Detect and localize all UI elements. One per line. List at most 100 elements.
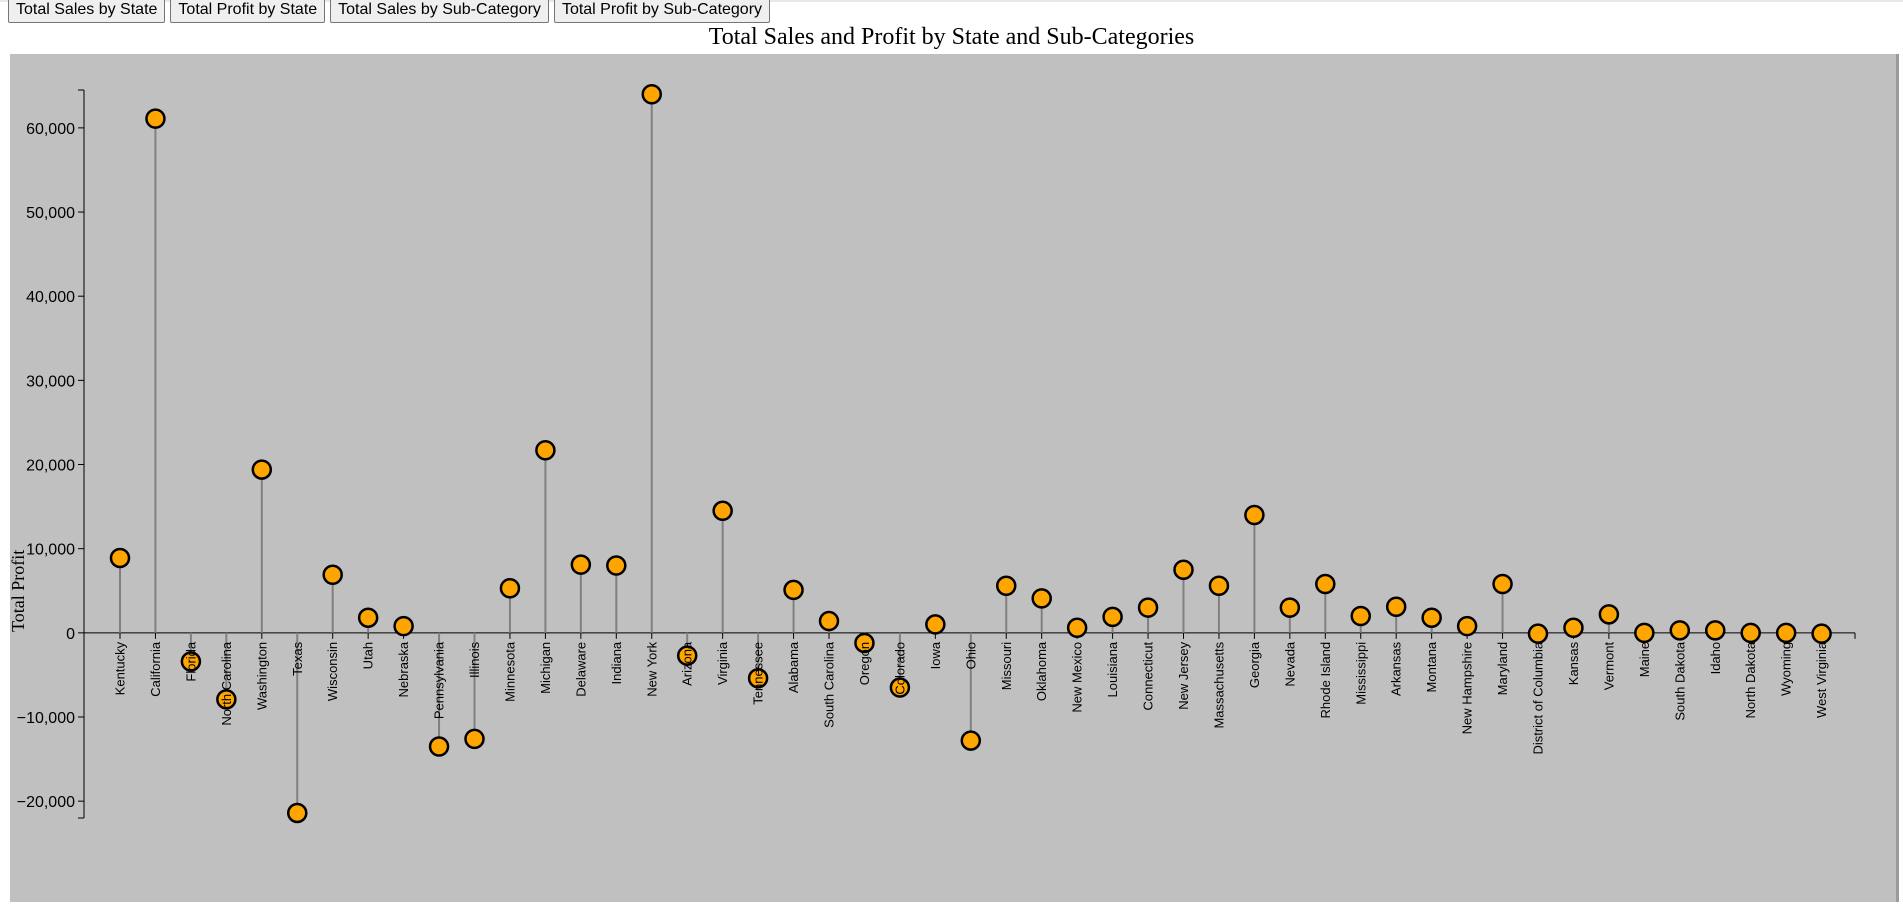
x-category-label: Tennessee [751, 642, 766, 705]
y-tick-label: 0 [66, 626, 75, 643]
x-category-label: Nevada [1282, 641, 1297, 687]
data-point [180, 651, 202, 672]
data-point [960, 730, 982, 751]
total-sales-by-sub-category-button[interactable]: Total Sales by Sub-Category [330, 0, 549, 23]
data-point [357, 607, 379, 628]
y-tick-label: 60,000 [26, 121, 75, 138]
x-category-label: Utah [361, 642, 376, 669]
y-axis-title: Total Profit [8, 550, 28, 632]
data-point [641, 83, 662, 105]
x-category-label: Pennsylvania [432, 641, 447, 719]
data-point [1350, 605, 1371, 627]
window-top-border [0, 0, 1903, 2]
data-point [322, 564, 343, 586]
data-point [535, 439, 556, 461]
x-category-label: District of Columbia [1531, 641, 1546, 754]
data-point [925, 614, 946, 635]
data-point [1031, 588, 1052, 609]
x-category-label: Virginia [715, 641, 730, 685]
x-category-label: Georgia [1247, 641, 1262, 688]
data-point [1066, 617, 1088, 639]
x-category-label: Idaho [1708, 642, 1723, 675]
data-point [1492, 573, 1513, 595]
x-category-label: Arkansas [1389, 641, 1404, 696]
x-category-label: Mississippi [1353, 642, 1368, 705]
x-category-label: Minnesota [502, 641, 517, 702]
x-category-label: Wyoming [1779, 642, 1794, 696]
x-category-label: Ohio [963, 642, 978, 669]
data-point [1421, 607, 1442, 628]
scroll-edge [1896, 54, 1899, 902]
y-axis: −20,000 −10,000 0 10,000 20,000 30,000 40,000 5… [17, 89, 85, 819]
data-point [1634, 622, 1655, 644]
x-category-label: Rhode Island [1318, 642, 1333, 719]
y-tick-label: −10,000 [17, 710, 75, 727]
x-category-label: Washington [254, 642, 269, 710]
x-category-label: South Dakota [1672, 641, 1687, 721]
data-point [1811, 623, 1832, 644]
x-category-label: California [148, 641, 163, 697]
data-point [109, 547, 131, 569]
x-category-label: South Carolina [822, 641, 837, 728]
chart-title: Total Sales and Profit by State and Sub-… [708, 24, 1195, 50]
data-point [1456, 615, 1478, 637]
data-point [393, 615, 414, 637]
x-category-label: Michigan [538, 642, 553, 694]
data-point [1102, 606, 1123, 628]
x-category-label: Maine [1637, 642, 1652, 677]
x-category-label: Connecticut [1141, 641, 1156, 710]
y-tick-label: 30,000 [26, 373, 75, 390]
data-point [1208, 575, 1230, 596]
data-point [606, 555, 627, 576]
data-point [854, 632, 875, 654]
stems [119, 94, 1823, 813]
data-point [712, 500, 733, 522]
data-point [1705, 620, 1726, 641]
x-category-label: Maryland [1495, 642, 1510, 695]
data-point [428, 736, 450, 757]
data-point [287, 802, 308, 824]
x-category-label: Louisiana [1105, 641, 1120, 697]
x-category-label: Alabama [786, 641, 801, 693]
data-point [1315, 573, 1336, 595]
y-tick-label: 40,000 [26, 289, 75, 306]
data-point [1740, 622, 1761, 644]
data-point [1385, 596, 1407, 618]
x-category-label: Colorado [892, 642, 907, 695]
x-category-label: Montana [1424, 641, 1439, 692]
data-point [747, 668, 769, 689]
x-category-label: Florida [183, 641, 198, 682]
data-point [1598, 604, 1620, 625]
points [109, 83, 1832, 824]
x-category-label: North Carolina [219, 641, 234, 726]
total-profit-by-sub-category-button[interactable]: Total Profit by Sub-Category [553, 0, 771, 23]
data-point [1563, 617, 1584, 639]
x-category-label: Massachusetts [1211, 641, 1226, 728]
x-category-label: North Dakota [1743, 641, 1758, 718]
x-category-label: Texas [290, 641, 305, 675]
data-point [1173, 559, 1194, 580]
x-category-label: Oregon [857, 642, 872, 685]
x-category-label: Illinois [467, 641, 482, 678]
data-point [145, 108, 166, 129]
x-category-label: New Hampshire [1460, 642, 1475, 734]
total-sales-by-state-button[interactable]: Total Sales by State [8, 0, 166, 23]
x-category-label: New Mexico [1070, 642, 1085, 713]
x-category-label: Missouri [999, 642, 1014, 691]
x-category-label: Wisconsin [325, 642, 340, 701]
category-labels: Kentucky California Florida North Carolina W… [113, 641, 1830, 754]
data-point [1244, 504, 1265, 526]
data-point [818, 610, 840, 632]
data-point [1279, 597, 1301, 618]
total-profit-by-state-button[interactable]: Total Profit by State [170, 0, 326, 23]
x-category-label: Indiana [609, 641, 624, 684]
chart-toolbar: Total Sales by State Total Profit by Sta… [8, 0, 771, 23]
x-category-label: Kansas [1566, 641, 1581, 685]
x-category-label: Vermont [1601, 641, 1616, 690]
y-tick-label: 10,000 [26, 542, 75, 559]
x-category-label: Nebraska [396, 641, 411, 697]
x-category-label: Kentucky [113, 641, 128, 695]
data-point [996, 575, 1017, 596]
data-point [570, 554, 592, 575]
